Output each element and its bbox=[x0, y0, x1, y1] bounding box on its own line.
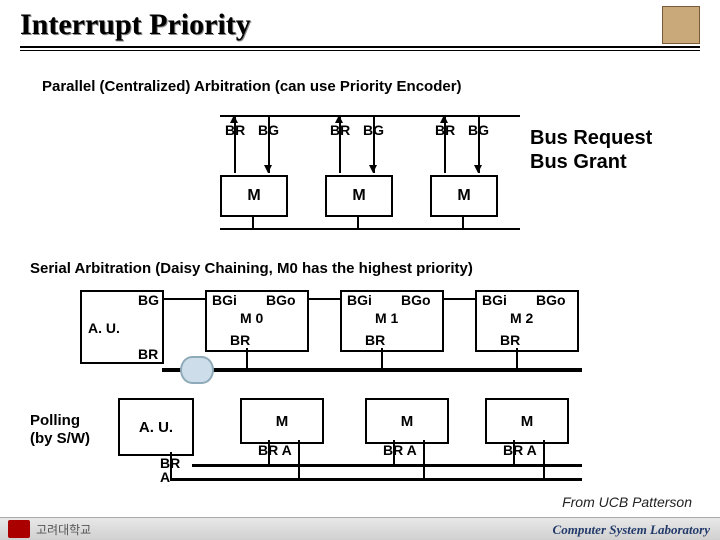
p3-bg-arrow bbox=[474, 165, 482, 173]
polling-au-box: A. U. bbox=[118, 398, 194, 456]
credit-text: From UCB Patterson bbox=[562, 494, 692, 510]
parallel-module-3: M bbox=[430, 175, 498, 217]
title-rule-thick bbox=[20, 46, 700, 48]
polling-m2-box: M bbox=[365, 398, 449, 444]
footer-logo-icon bbox=[8, 520, 30, 538]
p3-br-line bbox=[444, 115, 446, 173]
p2-down bbox=[357, 215, 359, 228]
p3-down bbox=[462, 215, 464, 228]
polling-a-line bbox=[192, 478, 582, 481]
serial-m1-bgi: BGi bbox=[347, 292, 372, 308]
polling-label-1: Polling bbox=[30, 412, 80, 429]
p2-br-line bbox=[339, 115, 341, 173]
polling-au-drop bbox=[170, 452, 172, 480]
polling-drop3a bbox=[513, 440, 515, 464]
polling-m1-box: M bbox=[240, 398, 324, 444]
p3-br-arrow bbox=[440, 115, 448, 123]
serial-bg-23 bbox=[442, 298, 475, 300]
parallel-module-1: M bbox=[220, 175, 288, 217]
serial-br-line bbox=[162, 368, 582, 372]
title-rule-thin bbox=[20, 50, 700, 51]
serial-m0-name: M 0 bbox=[240, 310, 263, 326]
polling-br-line bbox=[192, 464, 582, 467]
page-title: Interrupt Priority bbox=[20, 8, 251, 42]
serial-m1-name: M 1 bbox=[375, 310, 398, 326]
p2-br-arrow bbox=[335, 115, 343, 123]
polling-label-2: (by S/W) bbox=[30, 430, 90, 447]
serial-m0-bgi: BGi bbox=[212, 292, 237, 308]
serial-au-br: BR bbox=[138, 346, 158, 362]
serial-br-drop0 bbox=[246, 348, 248, 368]
polling-au-join bbox=[170, 478, 192, 481]
serial-bg-12 bbox=[307, 298, 340, 300]
serial-au-bg: BG bbox=[138, 292, 159, 308]
polling-drop1a bbox=[268, 440, 270, 464]
serial-m0-br: BR bbox=[230, 332, 250, 348]
serial-m2-br: BR bbox=[500, 332, 520, 348]
p1-bg-arrow bbox=[264, 165, 272, 173]
serial-bus-cylinder-icon bbox=[180, 356, 214, 384]
serial-au-label: A. U. bbox=[88, 320, 120, 336]
polling-m3-bra: BR A bbox=[503, 442, 537, 458]
footer-right-text: Computer System Laboratory bbox=[553, 522, 710, 538]
p1-br-arrow bbox=[230, 115, 238, 123]
bus-request-label: Bus Request bbox=[530, 126, 652, 150]
serial-br-drop2 bbox=[516, 348, 518, 368]
polling-m2-bra: BR A bbox=[383, 442, 417, 458]
polling-drop1b bbox=[298, 440, 300, 478]
serial-m1-bgo: BGo bbox=[401, 292, 431, 308]
serial-m2-bgi: BGi bbox=[482, 292, 507, 308]
p1-down bbox=[252, 215, 254, 228]
serial-m1-br: BR bbox=[365, 332, 385, 348]
polling-m3-box: M bbox=[485, 398, 569, 444]
polling-m1-bra: BR A bbox=[258, 442, 292, 458]
footer-left-text: 고려대학교 bbox=[36, 521, 91, 538]
polling-drop2a bbox=[393, 440, 395, 464]
serial-br-drop1 bbox=[381, 348, 383, 368]
university-crest-icon bbox=[662, 6, 700, 44]
section2-heading: Serial Arbitration (Daisy Chaining, M0 h… bbox=[30, 260, 473, 277]
p2-bg-arrow bbox=[369, 165, 377, 173]
serial-m2-name: M 2 bbox=[510, 310, 533, 326]
serial-m2-bgo: BGo bbox=[536, 292, 566, 308]
section1-heading: Parallel (Centralized) Arbitration (can … bbox=[42, 78, 462, 95]
p1-br-line bbox=[234, 115, 236, 173]
parallel-bottom-line bbox=[220, 228, 520, 230]
bus-legend: Bus Request Bus Grant bbox=[530, 126, 652, 174]
serial-bg-01 bbox=[162, 298, 205, 300]
polling-drop2b bbox=[423, 440, 425, 478]
bus-grant-label: Bus Grant bbox=[530, 150, 652, 174]
parallel-module-2: M bbox=[325, 175, 393, 217]
parallel-bus-line bbox=[220, 115, 520, 117]
serial-m0-bgo: BGo bbox=[266, 292, 296, 308]
polling-drop3b bbox=[543, 440, 545, 478]
